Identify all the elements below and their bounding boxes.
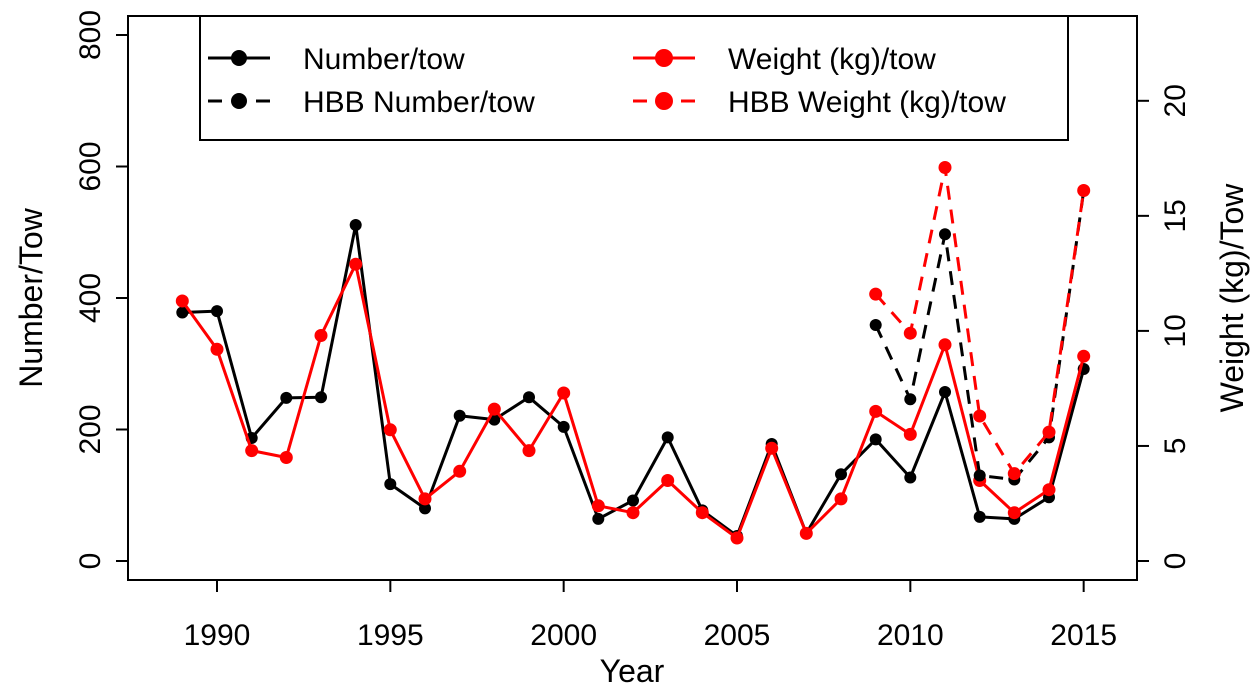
legend-swatch-marker-hbb-weight [655, 92, 673, 110]
point-weight-kg-tow-1999 [522, 444, 536, 458]
point-number-tow-2000 [557, 420, 570, 433]
point-hbb-weight-kg-tow-2014 [1042, 425, 1056, 439]
point-weight-kg-tow-2004 [695, 506, 709, 520]
point-hbb-number-tow-2012 [973, 469, 986, 482]
y-left-tick-label-600: 600 [74, 141, 107, 191]
point-weight-kg-tow-1993 [314, 329, 328, 342]
point-weight-kg-tow-1998 [487, 402, 501, 416]
point-hbb-number-tow-2009 [869, 319, 882, 331]
y-left-tick-label-0: 0 [74, 553, 107, 570]
y-axis-left-title: Number/Tow [13, 207, 49, 388]
series-hbb-weight-kg-tow [869, 161, 1091, 481]
legend-label-hbb-number: HBB Number/tow [303, 86, 535, 119]
point-number-tow-2001 [592, 512, 605, 525]
point-weight-kg-tow-1991 [245, 444, 259, 458]
point-number-tow-2008 [835, 468, 847, 481]
y-left-tick-label-200: 200 [74, 404, 107, 454]
point-hbb-weight-kg-tow-2009 [869, 287, 883, 301]
point-number-tow-1992 [280, 391, 293, 404]
point-weight-kg-tow-2009 [869, 404, 883, 418]
point-weight-kg-tow-2003 [661, 474, 675, 487]
point-number-tow-1994 [349, 219, 362, 231]
point-number-tow-1993 [315, 391, 327, 404]
y-right-tick-label-20: 20 [1159, 84, 1192, 117]
axes: 1990 1995 2000 2005 2010 20150200400600800051… [74, 10, 1192, 652]
y-axis-right-title: Weight (kg)/Tow [1214, 183, 1250, 413]
point-hbb-weight-kg-tow-2015 [1077, 184, 1091, 197]
point-weight-kg-tow-1996 [418, 492, 432, 506]
point-number-tow-1995 [384, 478, 397, 491]
point-weight-kg-tow-1989 [175, 294, 189, 308]
x-tick-label-2015: 2015 [1050, 619, 1117, 652]
point-weight-kg-tow-1992 [279, 451, 293, 464]
point-weight-kg-tow-2013 [1007, 506, 1021, 520]
point-hbb-weight-kg-tow-2011 [938, 161, 952, 174]
legend-label-number: Number/tow [303, 43, 465, 76]
x-tick-label-2005: 2005 [704, 619, 771, 652]
point-number-tow-2011 [939, 386, 951, 398]
legend-label-hbb-weight: HBB Weight (kg)/tow [728, 86, 1006, 119]
x-tick-label-1990: 1990 [184, 619, 251, 652]
series-layer [175, 161, 1091, 545]
point-number-tow-2009 [869, 433, 882, 446]
point-hbb-weight-kg-tow-2010 [903, 326, 917, 340]
x-tick-label-1995: 1995 [357, 619, 424, 652]
point-weight-kg-tow-1994 [349, 257, 363, 271]
y-left-tick-label-400: 400 [74, 273, 107, 323]
point-weight-kg-tow-2005 [730, 531, 744, 545]
series-line-number-tow [182, 223, 1086, 538]
point-hbb-number-tow-2010 [904, 393, 917, 406]
legend: Number/tow Weight (kg)/tow HBB Number/to… [199, 15, 1069, 141]
point-weight-kg-tow-2002 [626, 506, 640, 520]
point-number-tow-1996 [419, 502, 431, 515]
series-weight-kg-tow [175, 257, 1091, 545]
point-weight-kg-tow-2011 [938, 338, 952, 352]
legend-label-weight: Weight (kg)/tow [728, 43, 936, 76]
point-number-tow-2012 [973, 510, 986, 523]
x-tick-label-2000: 2000 [530, 619, 597, 652]
point-weight-kg-tow-2015 [1077, 349, 1091, 363]
y-right-tick-label-0: 0 [1159, 553, 1192, 570]
point-number-tow-2003 [661, 431, 674, 444]
point-number-tow-2002 [627, 494, 639, 507]
point-number-tow-1990 [211, 305, 223, 318]
point-number-tow-1997 [453, 409, 466, 422]
legend-box [199, 15, 1069, 141]
point-weight-kg-tow-1990 [210, 342, 224, 356]
point-hbb-weight-kg-tow-2012 [973, 409, 987, 423]
y-right-tick-label-5: 5 [1159, 438, 1192, 455]
x-tick-label-2010: 2010 [877, 619, 944, 652]
point-weight-kg-tow-1997 [453, 464, 467, 478]
y-right-tick-label-10: 10 [1159, 314, 1192, 347]
series-hbb-number-tow [869, 184, 1090, 486]
point-weight-kg-tow-2008 [834, 492, 848, 506]
y-left-tick-label-800: 800 [74, 10, 107, 60]
point-weight-kg-tow-2014 [1042, 483, 1056, 497]
legend-swatch-marker-weight [655, 49, 673, 67]
point-number-tow-2010 [904, 471, 917, 484]
point-hbb-weight-kg-tow-2013 [1007, 467, 1021, 481]
y-right-tick-label-15: 15 [1159, 199, 1192, 232]
point-weight-kg-tow-2001 [591, 499, 605, 513]
point-number-tow-1989 [176, 306, 189, 319]
point-weight-kg-tow-2006 [765, 441, 779, 455]
point-weight-kg-tow-2000 [557, 386, 571, 400]
legend-swatch-marker-hbb-number [231, 93, 247, 109]
point-weight-kg-tow-2010 [903, 427, 917, 441]
point-weight-kg-tow-2007 [799, 526, 813, 540]
legend-swatch-marker-number [231, 50, 247, 66]
point-weight-kg-tow-1995 [383, 423, 397, 437]
point-number-tow-1999 [523, 391, 535, 404]
point-hbb-number-tow-2011 [939, 228, 951, 241]
x-axis-title: Year [600, 653, 665, 689]
